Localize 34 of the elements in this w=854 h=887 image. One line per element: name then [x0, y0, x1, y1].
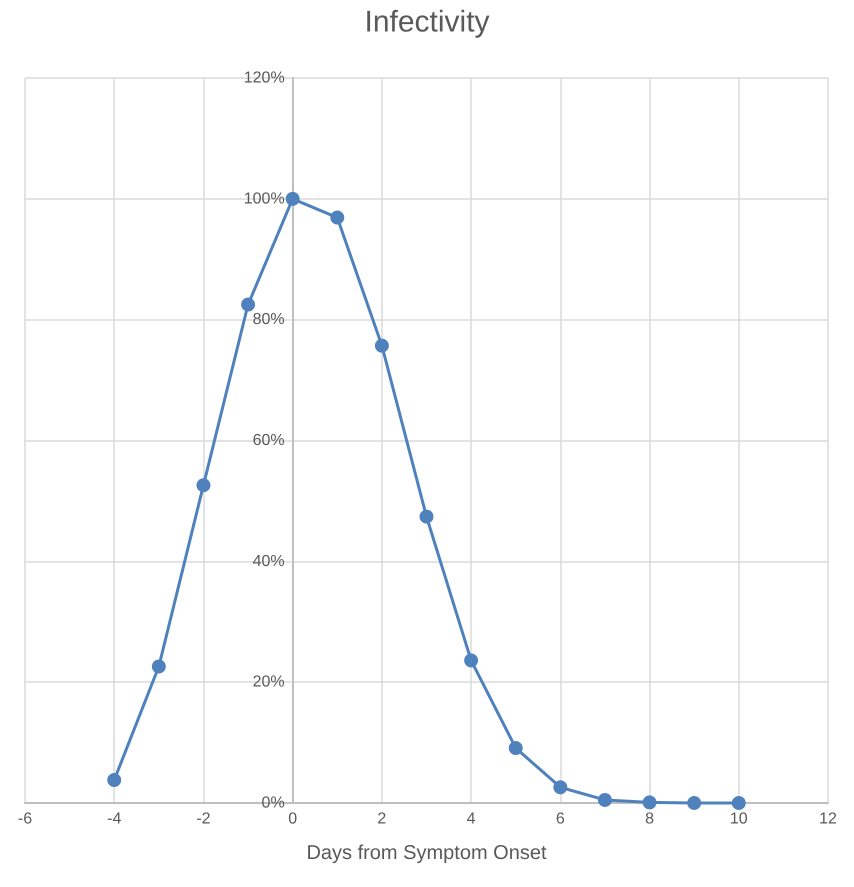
- point: [642, 795, 657, 810]
- x-tick-label: 6: [556, 810, 565, 828]
- y-tick-label: 80%: [252, 311, 285, 328]
- x-tick-label: -2: [196, 810, 211, 828]
- point: [732, 796, 746, 810]
- y-tick-label: 60%: [252, 432, 285, 449]
- y-tick-label: 20%: [252, 674, 285, 691]
- point: [464, 653, 478, 668]
- point: [330, 210, 344, 225]
- y-tick-label: 40%: [252, 552, 285, 570]
- point: [152, 659, 166, 674]
- point: [598, 792, 612, 807]
- x-tick-label: -6: [18, 810, 32, 828]
- point: [374, 338, 389, 353]
- x-tick-label: 8: [645, 810, 654, 828]
- x-tick-label: 0: [288, 810, 298, 828]
- y-tick-label: 120%: [244, 70, 285, 86]
- x-axis-title: Days from Symptom Onset: [306, 842, 547, 864]
- point: [286, 192, 300, 206]
- x-tick-label: 12: [819, 810, 837, 828]
- x-tick-label: 10: [730, 810, 748, 828]
- point: [196, 478, 210, 492]
- point: [508, 741, 523, 756]
- point: [107, 773, 122, 788]
- point: [687, 796, 702, 810]
- chart-title: Infectivity: [364, 6, 490, 38]
- x-tick-label: 4: [466, 810, 476, 828]
- point: [241, 298, 256, 312]
- y-tick-label: 100%: [244, 190, 285, 208]
- x-tick-label: 2: [377, 810, 386, 828]
- x-tick-label: -4: [107, 810, 122, 828]
- point: [553, 780, 568, 794]
- y-tick-label: 0%: [262, 794, 285, 812]
- point: [420, 510, 434, 524]
